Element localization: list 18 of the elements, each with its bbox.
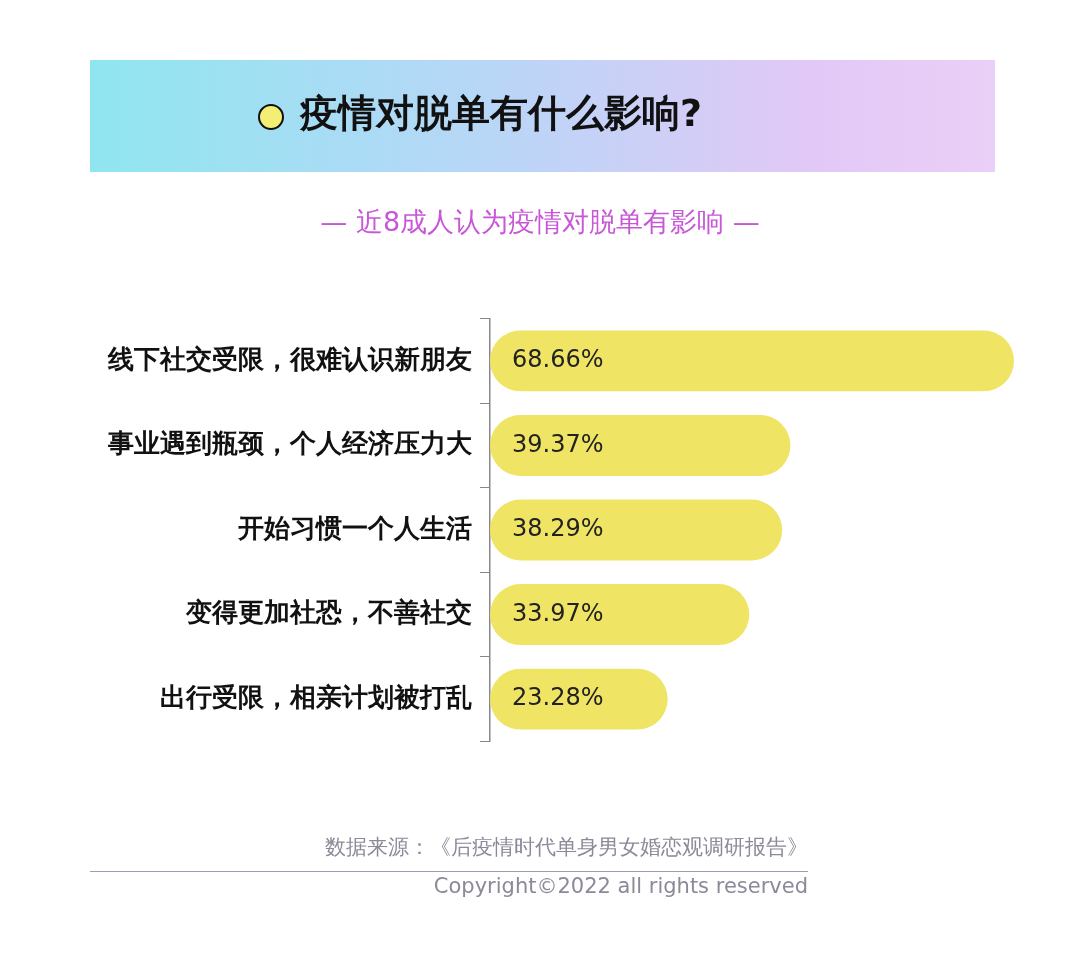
bar: [490, 499, 783, 561]
data-label: 23.28%: [512, 683, 604, 712]
chart-subtitle: — 近8成人认为疫情对脱单有影响 —: [319, 205, 761, 239]
data-label: 68.66%: [512, 345, 604, 374]
bar: [490, 330, 1014, 392]
y-tick-label: 变得更加社恐，不善社交: [185, 597, 472, 628]
data-label: 33.97%: [512, 598, 604, 627]
data-label: 38.29%: [512, 514, 604, 543]
y-tick-label: 事业遇到瓶颈，个人经济压力大: [107, 428, 473, 459]
bar: [490, 415, 791, 476]
data-label: 39.37%: [512, 429, 604, 458]
y-tick-label: 线下社交受限，很难认识新朋友: [107, 343, 472, 374]
source-note: 数据来源：《后疫情时代单身男女婚恋观调研报告》: [325, 834, 808, 861]
chart-title: 疫情对脱单有什么影响?: [300, 90, 703, 137]
y-tick-label: 出行受限，相亲计划被打乱: [160, 681, 472, 712]
text: Copyright©2022 all rights reserved: [433, 874, 808, 898]
y-tick-label: 开始习惯一个人生活: [237, 512, 472, 543]
bar: [490, 584, 750, 645]
